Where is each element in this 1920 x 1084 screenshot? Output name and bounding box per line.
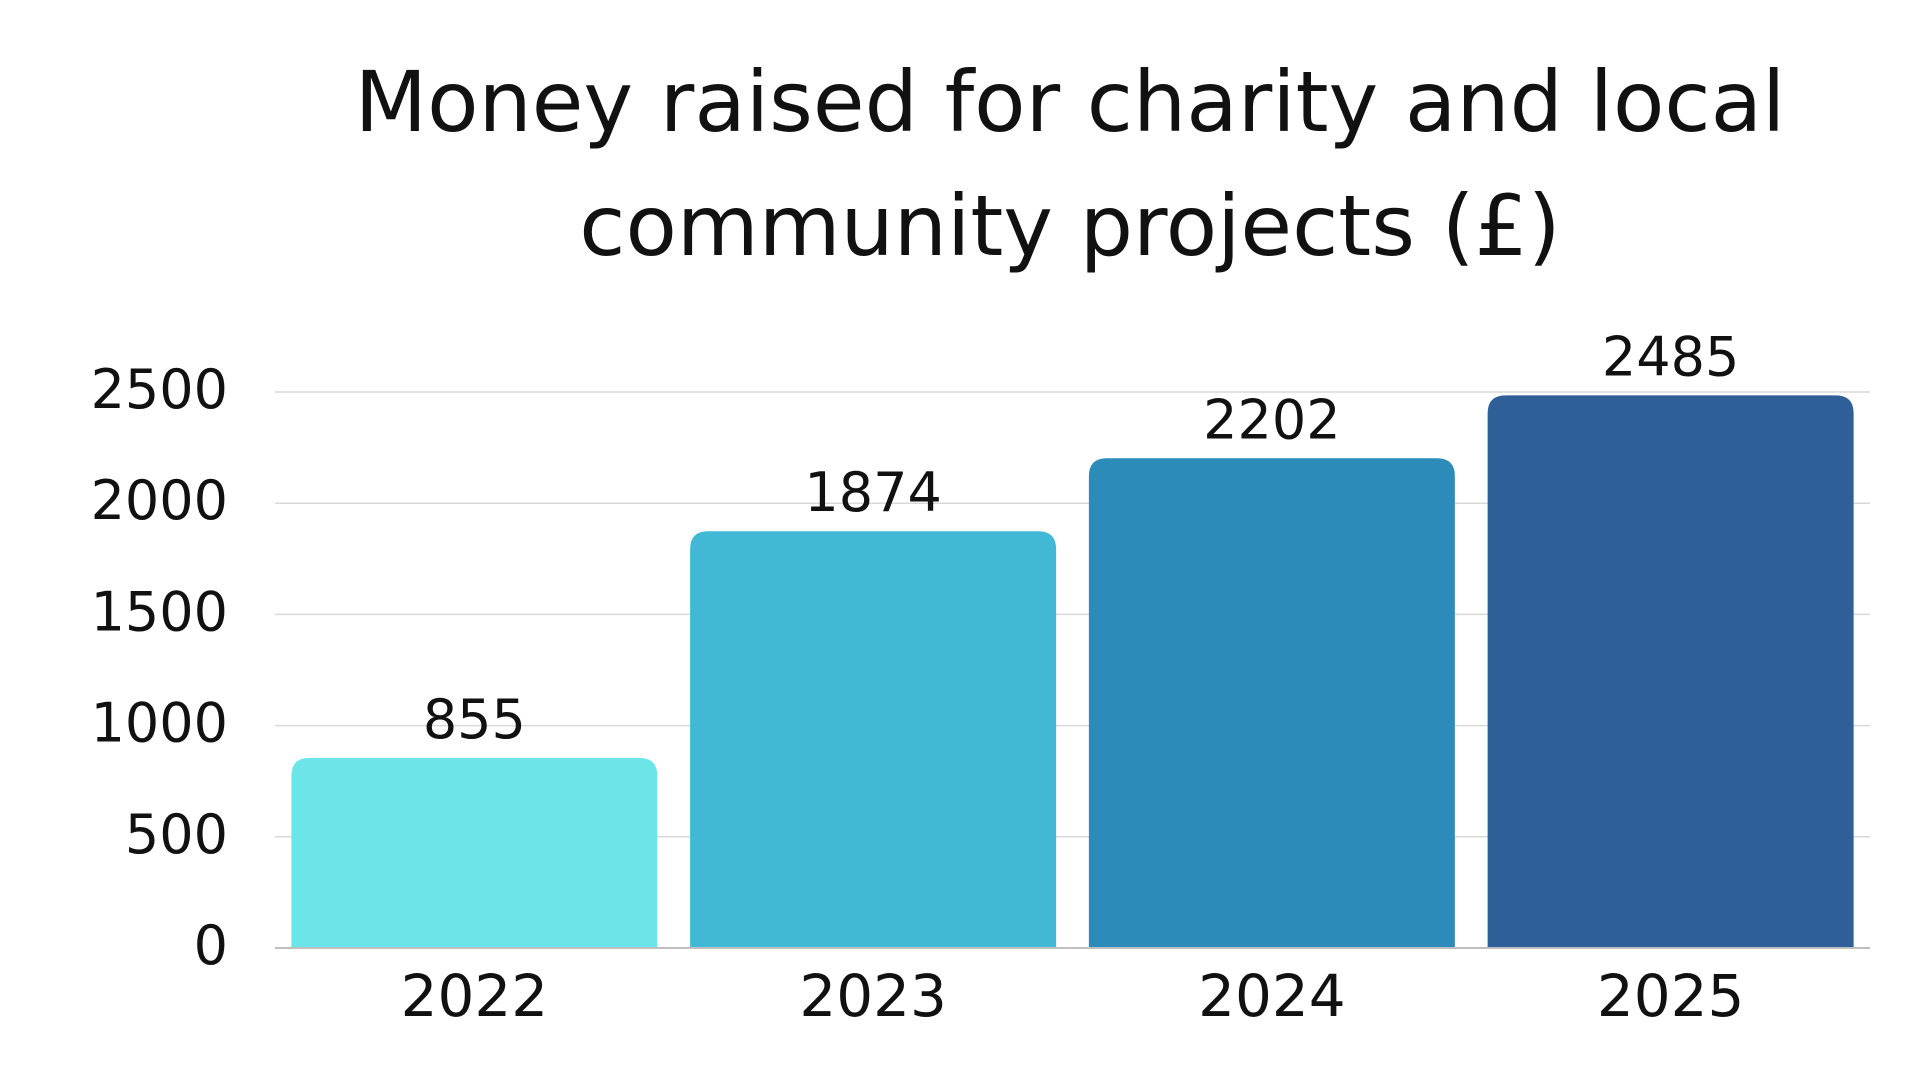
x-tick-label: 2023 bbox=[799, 962, 947, 1030]
x-axis-ticks: 2022 2023 2024 2025 bbox=[401, 962, 1745, 1030]
data-labels: 855 1874 2202 2485 bbox=[423, 325, 1740, 751]
y-tick-label: 1000 bbox=[91, 692, 228, 755]
data-label-2022: 855 bbox=[423, 688, 526, 751]
y-axis-ticks: 0 500 1000 1500 2000 2500 bbox=[91, 358, 228, 977]
data-label-2025: 2485 bbox=[1602, 325, 1739, 388]
x-tick-label: 2024 bbox=[1198, 962, 1346, 1030]
y-tick-label: 2000 bbox=[91, 469, 228, 532]
data-label-2023: 1874 bbox=[804, 461, 941, 524]
bar-2022 bbox=[291, 757, 658, 948]
bar-2024 bbox=[1088, 458, 1455, 948]
y-tick-label: 0 bbox=[194, 914, 228, 977]
bar-2023 bbox=[690, 531, 1057, 948]
data-label-2024: 2202 bbox=[1203, 388, 1340, 451]
y-tick-label: 500 bbox=[125, 803, 228, 866]
y-tick-label: 2500 bbox=[91, 358, 228, 421]
bar-2025 bbox=[1487, 395, 1854, 948]
x-tick-label: 2022 bbox=[401, 962, 549, 1030]
chart-title: Money raised for charity and local commu… bbox=[354, 53, 1786, 275]
bars bbox=[291, 395, 1854, 948]
y-tick-label: 1500 bbox=[91, 580, 228, 643]
x-tick-label: 2025 bbox=[1597, 962, 1745, 1030]
